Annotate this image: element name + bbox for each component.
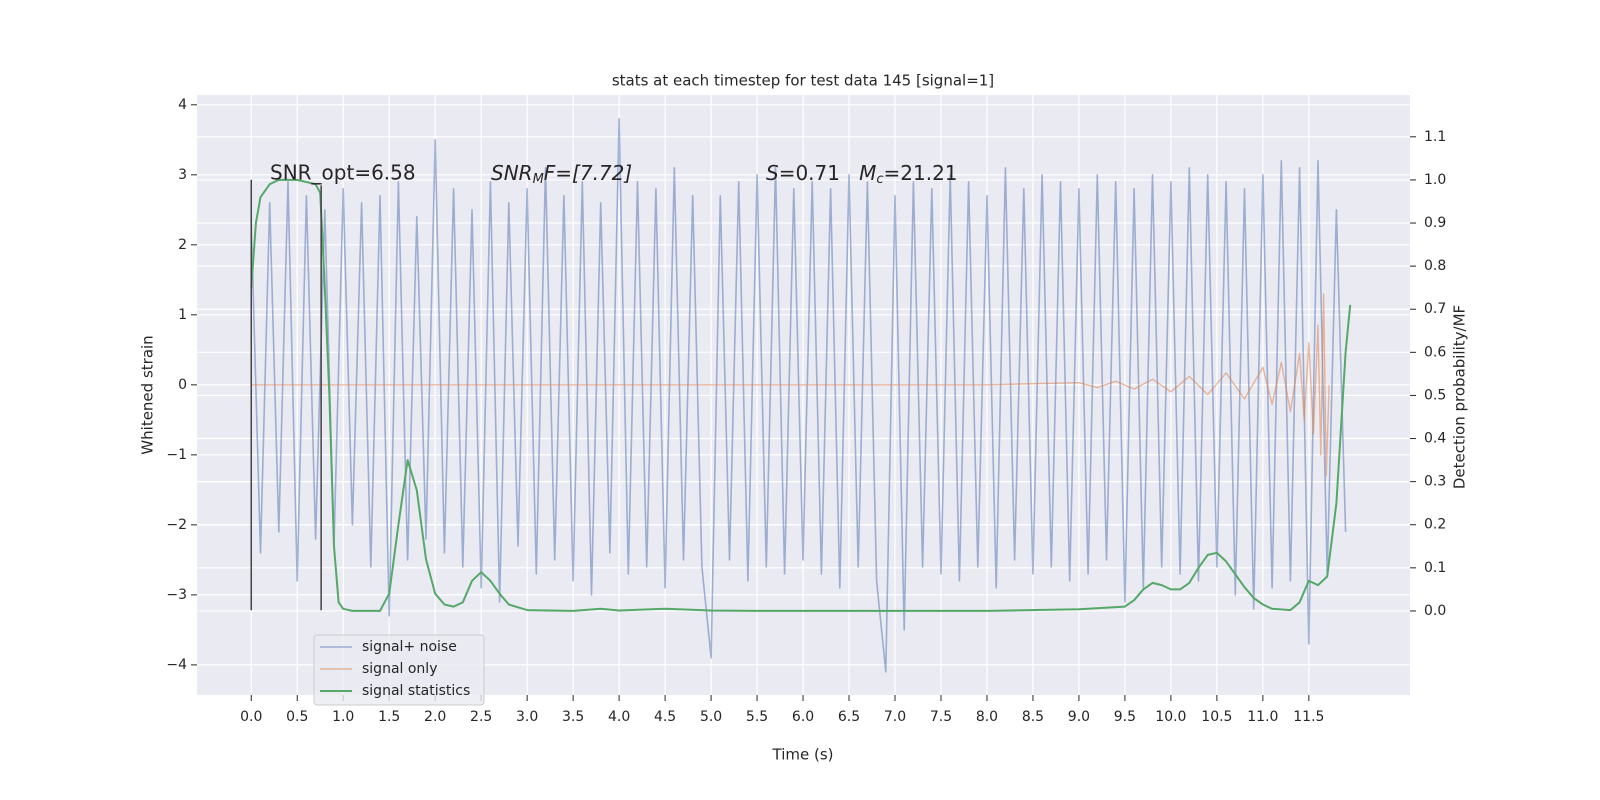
y2-tick-label: 0.0	[1424, 603, 1446, 619]
annotation: S=0.71 Mc=21.21	[766, 161, 958, 187]
x-tick-label: 9.5	[1114, 709, 1136, 725]
y2-tick-label: 0.8	[1424, 258, 1446, 274]
annotation-part: SNR	[491, 161, 533, 185]
x-tick-label: 7.0	[884, 709, 906, 725]
y-tick-label: −3	[166, 587, 187, 603]
x-tick-label: 2.0	[424, 709, 446, 725]
y2-tick-label: 1.0	[1424, 172, 1446, 188]
annotation-part: =21.21	[884, 161, 958, 185]
y2-tick-label: 0.1	[1424, 560, 1446, 576]
annotation-part: S	[766, 161, 779, 185]
x-tick-label: 4.5	[654, 709, 676, 725]
annotation: SNR_opt=6.58	[270, 161, 416, 185]
series-line	[251, 293, 1330, 477]
y2-tick-label: 0.9	[1424, 215, 1446, 231]
legend-label: signal statistics	[362, 683, 470, 699]
y-axis-label: Whitened strain	[139, 335, 157, 454]
y-tick-label: −1	[166, 447, 187, 463]
y-tick-label: 4	[178, 97, 187, 113]
y-tick-label: −2	[166, 517, 187, 533]
y-tick-label: 2	[178, 237, 187, 253]
annotation-part: F=[7.72]	[544, 161, 632, 185]
x-tick-label: 10.5	[1201, 709, 1232, 725]
y-tick-label: 3	[178, 167, 187, 183]
annotation-part: M	[859, 161, 876, 185]
x-tick-label: 4.0	[608, 709, 630, 725]
y-tick-label: −4	[166, 657, 187, 673]
legend: signal+ noise signal only signal statistic…	[313, 634, 485, 706]
x-tick-label: 6.5	[838, 709, 860, 725]
y2-axis-label: Detection probability/MF	[1451, 305, 1469, 489]
x-tick-label: 3.0	[516, 709, 538, 725]
y2-tick-label: 1.1	[1424, 129, 1446, 145]
x-tick-label: 0.5	[286, 709, 308, 725]
annotation: SNRMF=[7.72]	[491, 161, 632, 187]
x-tick-label: 3.5	[562, 709, 584, 725]
legend-label: signal only	[362, 661, 437, 677]
x-tick-label: 1.5	[378, 709, 400, 725]
x-tick-label: 6.0	[792, 709, 814, 725]
annotation-part: =0.71	[779, 161, 859, 185]
x-tick-label: 11.0	[1247, 709, 1278, 725]
y-tick-label: 1	[178, 307, 187, 323]
annotation-part: c	[876, 172, 883, 187]
x-tick-label: 5.0	[700, 709, 722, 725]
y-tick-label: 0	[178, 377, 187, 393]
y2-tick-label: 0.7	[1424, 301, 1446, 317]
x-tick-label: 9.0	[1068, 709, 1090, 725]
series-line	[250, 118, 1347, 673]
y2-tick-label: 0.3	[1424, 474, 1446, 490]
x-tick-label: 8.5	[1022, 709, 1044, 725]
axes: 0.0 0.5 1.0 1.5 2.0 2.5 3.0 3.5 4.0 4.5 5.0 5.5 6.0 6…	[166, 97, 1446, 725]
x-tick-label: 8.0	[976, 709, 998, 725]
x-tick-label: 10.0	[1155, 709, 1186, 725]
series-line	[250, 178, 1352, 612]
x-tick-label: 2.5	[470, 709, 492, 725]
legend-label: signal+ noise	[362, 639, 457, 655]
x-axis-label: Time (s)	[772, 746, 834, 764]
x-tick-label: 5.5	[746, 709, 768, 725]
y2-tick-label: 0.4	[1424, 431, 1446, 447]
x-tick-label: 11.5	[1293, 709, 1324, 725]
x-tick-label: 7.5	[930, 709, 952, 725]
y2-tick-label: 0.5	[1424, 387, 1446, 403]
x-tick-label: 0.0	[240, 709, 262, 725]
legend-box	[313, 634, 485, 706]
y2-tick-label: 0.6	[1424, 344, 1446, 360]
chart-title: stats at each timestep for test data 145…	[612, 72, 994, 90]
marks	[250, 118, 1352, 673]
y2-tick-label: 0.2	[1424, 517, 1446, 533]
x-tick-label: 1.0	[332, 709, 354, 725]
annotation-part: M	[533, 172, 544, 187]
